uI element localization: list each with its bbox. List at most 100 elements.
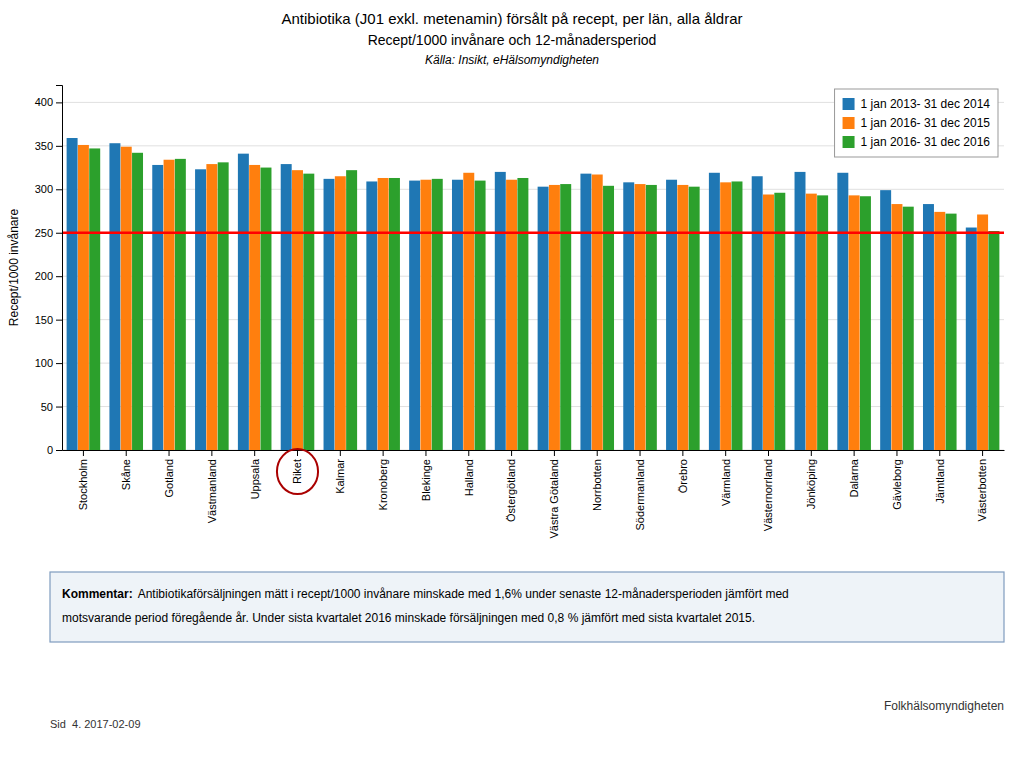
x-axis: StockholmSkåneGotlandVästmanlandUppsalaR… [63, 450, 1005, 539]
bar [538, 187, 549, 450]
bar [303, 174, 314, 450]
legend-swatch [843, 117, 855, 129]
y-tick-mark [56, 407, 62, 408]
x-tick-label: Blekinge [420, 459, 432, 501]
comment: Kommentar:Antibiotikaförsäljningen mätt … [50, 572, 1004, 642]
x-tick-label: Västmanland [206, 459, 218, 523]
x-tick: Norrbotten [591, 450, 603, 511]
x-tick-label: Västra Götaland [548, 459, 560, 539]
x-tick: Jämtland [934, 450, 946, 504]
publisher: Folkhälsomyndigheten [884, 699, 1004, 713]
bar [218, 162, 229, 450]
legend-swatch [843, 136, 855, 148]
x-tick: Skåne [120, 450, 132, 490]
bar [774, 193, 785, 450]
bar [175, 159, 186, 450]
x-tick-label: Gävleborg [891, 459, 903, 510]
bar [891, 204, 902, 450]
comment-text: Antibiotikaförsäljningen mätt i recept/1… [138, 587, 789, 601]
x-tick-mark [640, 450, 641, 456]
bar [152, 165, 163, 450]
y-tick-label: 350 [35, 140, 53, 152]
comment-text: motsvarande period föregående år. Under … [62, 611, 755, 625]
bar [709, 173, 720, 450]
x-tick: Västerbotten [976, 450, 988, 521]
legend-label: 1 jan 2016- 31 dec 2015 [861, 116, 991, 130]
bar [752, 176, 763, 450]
title: Antibiotika (J01 exkl. metenamin) försål… [281, 10, 742, 27]
x-tick-mark [939, 450, 940, 456]
comment-box [50, 572, 1004, 642]
x-tick-label: Örebro [677, 459, 689, 493]
y-tick-label: 250 [35, 227, 53, 239]
bar [378, 178, 389, 450]
bar [78, 145, 89, 450]
x-tick: Jönköping [805, 450, 817, 509]
x-axis-line [63, 450, 1005, 451]
y-tick: 350 [35, 140, 62, 152]
x-tick-label: Gotland [163, 459, 175, 498]
bar [880, 190, 891, 450]
source: Källa: Insikt, eHälsomyndigheten [425, 53, 599, 67]
bar [946, 214, 957, 450]
bar [977, 214, 988, 450]
bar [164, 160, 175, 450]
y-tick-mark [56, 363, 62, 364]
bar [860, 196, 871, 450]
x-tick-label: Kalmar [334, 459, 346, 494]
bar [335, 176, 346, 450]
x-tick-mark [982, 450, 983, 456]
y-tick-mark [56, 233, 62, 234]
grid-line [62, 232, 1004, 233]
bar [366, 181, 377, 450]
x-tick: Västernorrland [762, 450, 774, 531]
bar [89, 148, 100, 450]
bar [132, 153, 143, 450]
x-tick-mark [211, 450, 212, 456]
x-tick-label: Östergötland [505, 459, 517, 522]
bar [292, 170, 303, 450]
x-tick-mark [854, 450, 855, 456]
x-tick: Dalarna [848, 450, 860, 498]
x-tick-label: Riket [291, 459, 303, 484]
x-tick-mark [468, 450, 469, 456]
y-tick-mark [56, 146, 62, 147]
y-tick-label: 300 [35, 183, 53, 195]
bar [689, 187, 700, 450]
x-tick-mark [383, 450, 384, 456]
x-tick: Östergötland [505, 450, 517, 522]
x-tick: Halland [463, 450, 475, 496]
bar [67, 138, 78, 450]
x-tick-label: Västerbotten [976, 459, 988, 521]
bar [238, 154, 249, 450]
bar [324, 179, 335, 450]
y-tick-label: 50 [41, 401, 53, 413]
bar [452, 180, 463, 450]
y-tick-label: 0 [47, 444, 53, 456]
x-tick: Västra Götaland [548, 450, 560, 539]
x-tick-label: Jönköping [805, 459, 817, 509]
x-tick-mark [725, 450, 726, 456]
bar-series [78, 145, 988, 450]
x-tick-mark [83, 450, 84, 456]
y-tick: 250 [35, 227, 62, 239]
y-tick: 150 [35, 314, 62, 326]
y-tick: 200 [35, 270, 62, 282]
x-tick: Kalmar [334, 450, 346, 494]
x-tick-mark [425, 450, 426, 456]
y-tick: 100 [35, 357, 62, 369]
y-axis-title: Recept/1000 invånare [7, 208, 21, 326]
bar-series [89, 148, 999, 450]
y-tick-label: 400 [35, 96, 53, 108]
x-tick-mark [554, 450, 555, 456]
legend-label: 1 jan 2016- 31 dec 2016 [861, 135, 991, 149]
bar [988, 231, 999, 450]
legend-box [835, 89, 998, 157]
y-tick: 300 [35, 183, 62, 195]
x-tick: Uppsala [249, 450, 261, 499]
y-axis: 0 50 100 150 200 250 300 350 400 [35, 86, 63, 457]
highlight-ellipse [277, 449, 318, 494]
legend-label: 1 jan 2013- 31 dec 2014 [861, 97, 991, 111]
bar [420, 180, 431, 450]
bar [603, 186, 614, 450]
